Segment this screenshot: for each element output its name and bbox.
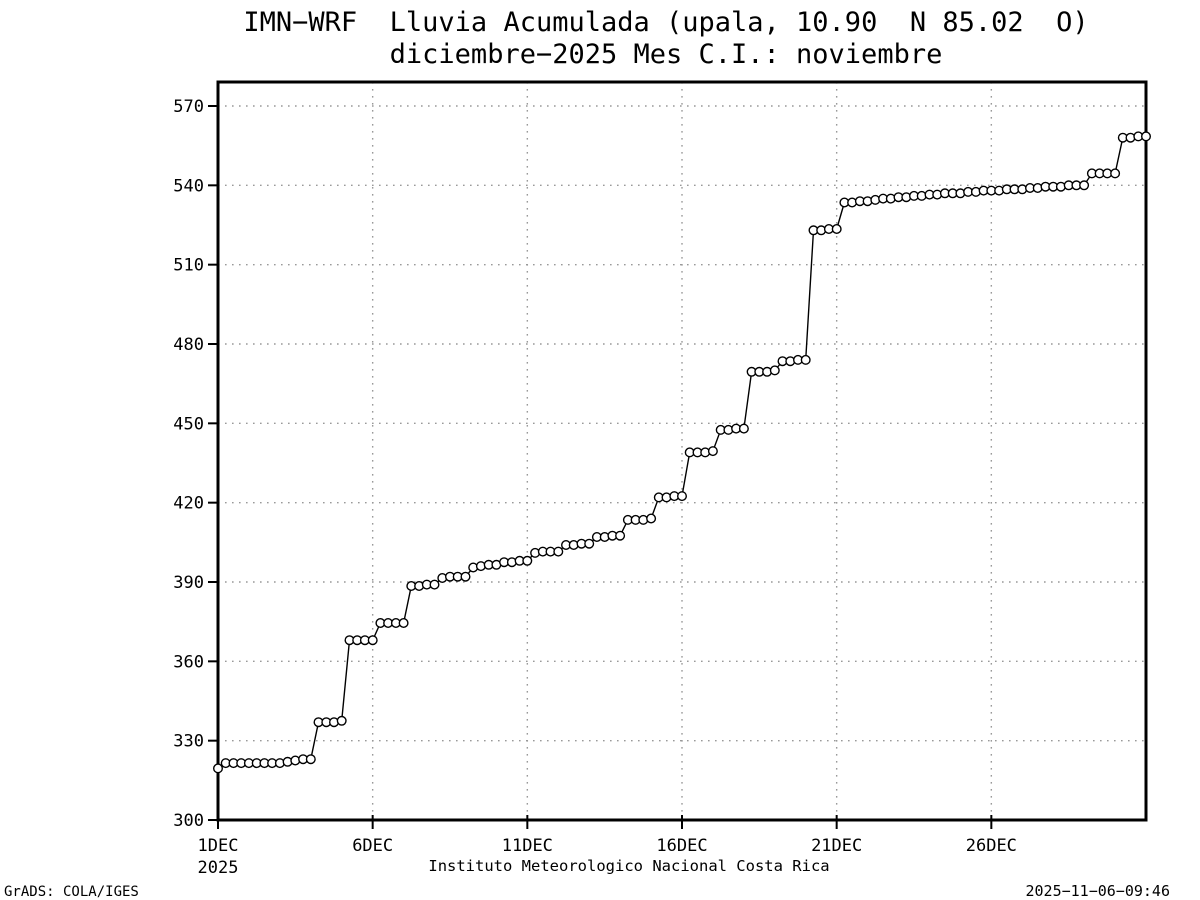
y-tick-label: 480 <box>173 335 204 355</box>
data-point-marker <box>646 513 657 524</box>
x-tick-sublabel: 2025 <box>198 858 239 878</box>
y-tick-label: 390 <box>173 573 204 593</box>
y-tick-label: 510 <box>173 256 204 276</box>
data-point-marker <box>305 754 316 765</box>
y-tick-label: 450 <box>173 414 204 434</box>
chart-title-line1: IMN−WRF Lluvia Acumulada (upala, 10.90 N… <box>243 7 1088 38</box>
data-point-marker <box>429 579 440 590</box>
data-point-marker <box>584 538 595 549</box>
data-point-marker <box>800 354 811 365</box>
gridlines <box>218 82 1146 820</box>
data-point-marker <box>398 618 409 629</box>
axis-ticks <box>208 105 993 829</box>
data-point-marker <box>707 446 718 457</box>
x-tick-label: 6DEC <box>352 836 393 856</box>
data-point-marker <box>738 423 749 434</box>
footer-caption: Instituto Meteorologico Nacional Costa R… <box>428 857 829 875</box>
data-point-marker <box>336 715 347 726</box>
data-point-marker <box>677 491 688 502</box>
data-point-marker <box>1110 168 1121 179</box>
series-markers <box>212 131 1151 774</box>
grads-credit: GrADS: COLA/IGES <box>4 884 139 900</box>
data-point-marker <box>367 635 378 646</box>
series-line <box>217 135 1146 769</box>
x-tick-label: 21DEC <box>811 836 862 856</box>
chart-title-line2: diciembre−2025 Mes C.I.: noviembre <box>390 39 943 70</box>
y-tick-label: 360 <box>173 652 204 672</box>
render-timestamp: 2025−11−06−09:46 <box>1026 882 1171 900</box>
x-tick-label: 11DEC <box>502 836 553 856</box>
data-point-marker <box>1140 131 1151 142</box>
data-point-marker <box>460 571 471 582</box>
data-point-marker <box>553 546 564 557</box>
data-point-marker <box>615 530 626 541</box>
x-tick-label: 1DEC <box>198 836 239 856</box>
y-tick-label: 540 <box>173 176 204 196</box>
y-tick-label: 420 <box>173 494 204 514</box>
data-point-marker <box>769 365 780 376</box>
x-tick-label: 26DEC <box>966 836 1017 856</box>
data-point-marker <box>1079 180 1090 191</box>
y-tick-label: 330 <box>173 732 204 752</box>
y-tick-label: 570 <box>173 97 204 117</box>
data-point-marker <box>212 763 223 774</box>
data-point-marker <box>831 223 842 234</box>
x-tick-label: 16DEC <box>656 836 707 856</box>
y-tick-label: 300 <box>173 811 204 831</box>
data-point-marker <box>522 555 533 566</box>
